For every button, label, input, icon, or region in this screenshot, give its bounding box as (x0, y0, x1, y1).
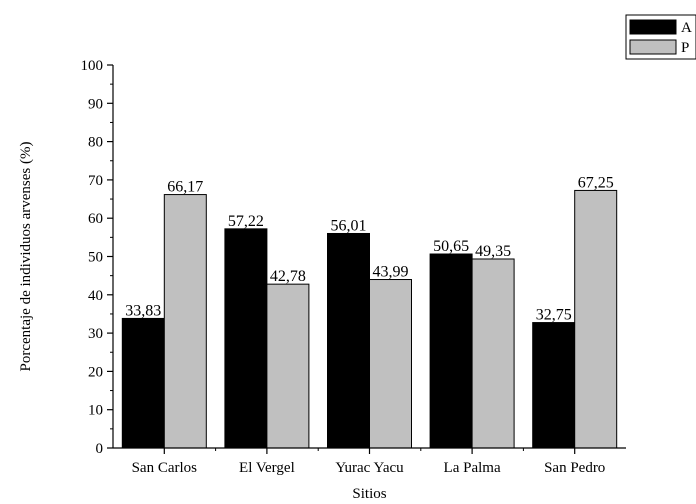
data-label-a-la-palma: 50,65 (433, 238, 469, 255)
x-tick-label-la-palma: La Palma (444, 460, 501, 476)
legend-label-a: A (681, 20, 692, 36)
y-tick-label-80: 80 (88, 135, 103, 151)
legend-swatch-a (629, 19, 677, 35)
bars-layer (121, 189, 618, 449)
y-tick-label-40: 40 (88, 288, 103, 304)
bar-a-la-palma (429, 253, 473, 449)
x-tick-label-san-carlos: San Carlos (132, 460, 198, 476)
data-label-a-yurac-yacu: 56,01 (331, 217, 367, 234)
data-label-a-san-pedro: 32,75 (536, 307, 572, 324)
y-tick-label-10: 10 (88, 403, 103, 419)
x-tick-label-el-vergel: El Vergel (239, 460, 295, 476)
y-tick-label-20: 20 (88, 364, 103, 380)
y-tick-label-0: 0 (96, 441, 104, 457)
data-labels-layer: 33,83 66,17 57,22 42,78 56,01 43,99 50,65 49,35… (125, 174, 613, 323)
y-ticks-layer: 0 10 20 30 40 50 60 70 80 90 100 (81, 58, 113, 457)
bar-a-yurac-yacu (327, 232, 370, 449)
bar-a-el-vergel (224, 228, 268, 449)
bar-p-san-carlos (163, 194, 207, 449)
bar-p-san-pedro (574, 189, 618, 449)
bar-p-la-palma (471, 258, 515, 449)
y-tick-label-100: 100 (81, 58, 104, 74)
legend-label-p: P (681, 40, 689, 56)
bar-a-san-carlos (121, 317, 165, 449)
x-tick-label-san-pedro: San Pedro (544, 460, 605, 476)
y-tick-label-50: 50 (88, 250, 103, 266)
x-ticks-layer: San Carlos El Vergel Yurac Yacu La Palma San… (132, 448, 605, 476)
legend: A P (625, 14, 696, 60)
y-tick-label-90: 90 (88, 96, 103, 112)
data-label-a-san-carlos: 33,83 (125, 302, 161, 319)
data-label-p-san-carlos: 66,17 (167, 179, 203, 196)
x-tick-label-yurac-yacu: Yurac Yacu (335, 460, 404, 476)
data-label-p-la-palma: 49,35 (475, 243, 511, 260)
bar-a-san-pedro (532, 322, 576, 449)
y-tick-label-70: 70 (88, 173, 103, 189)
data-label-p-yurac-yacu: 43,99 (373, 264, 409, 281)
legend-swatch-p (629, 39, 677, 55)
data-label-p-san-pedro: 67,25 (578, 174, 614, 191)
data-label-a-el-vergel: 57,22 (228, 213, 264, 230)
bar-p-yurac-yacu (369, 279, 412, 449)
y-axis-title: Porcentaje de individuos arvenses (%) (18, 142, 34, 372)
bar-p-el-vergel (266, 283, 310, 449)
data-label-p-el-vergel: 42,78 (270, 268, 306, 285)
x-axis-title: Sitios (352, 486, 386, 502)
y-tick-label-30: 30 (88, 326, 103, 342)
y-tick-label-60: 60 (88, 211, 103, 227)
